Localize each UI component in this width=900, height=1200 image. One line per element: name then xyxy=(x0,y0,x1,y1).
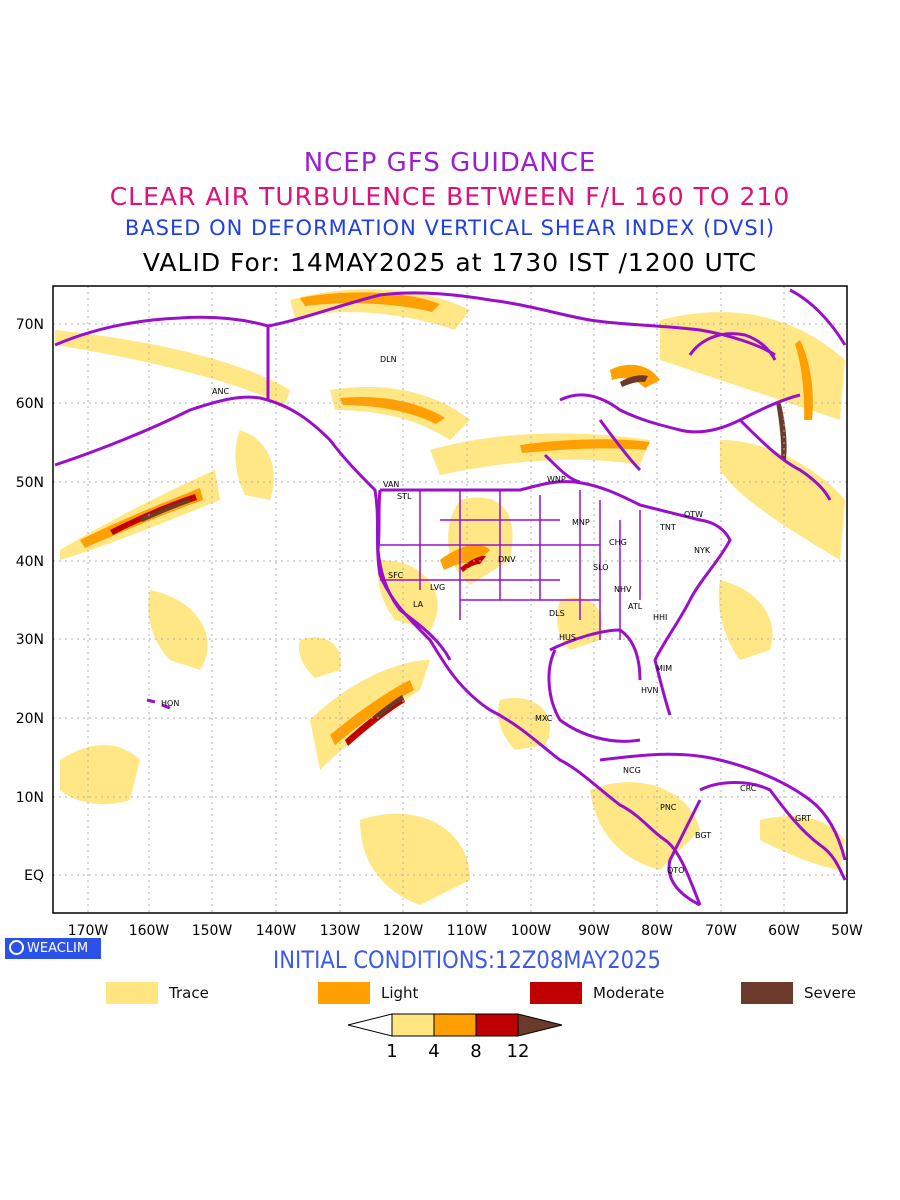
colorbar-high-arrow xyxy=(517,1013,563,1037)
station-labels: DLN ANC VAN STL WNP OTW MNP TNT CHG NYK DNV SFC LVG S… xyxy=(161,355,811,875)
weaclim-logo: WEACLIM xyxy=(5,938,101,959)
state-borders xyxy=(380,490,641,640)
lon-tick-label: 160W xyxy=(129,923,170,939)
legend-label: Trace xyxy=(169,984,209,1002)
station-label-hhi: HHI xyxy=(653,613,667,622)
map-frame xyxy=(52,285,848,914)
colorbar: 1 4 8 12 xyxy=(347,1013,563,1062)
lon-tick-label: 50W xyxy=(831,923,863,939)
station-label-wnp: WNP xyxy=(547,475,566,484)
station-label-hon: HON xyxy=(161,699,179,708)
station-label-la: LA xyxy=(413,600,424,609)
lat-tick-label: 20N xyxy=(16,711,44,727)
station-label-dln: DLN xyxy=(380,355,397,364)
station-label-lvg: LVG xyxy=(430,583,445,592)
legend-swatch xyxy=(741,982,793,1004)
legend-swatch xyxy=(106,982,158,1004)
station-label-van: VAN xyxy=(383,480,399,489)
lon-tick-label: 70W xyxy=(705,923,737,939)
colorbar-moderate-bin xyxy=(475,1013,519,1037)
lat-tick-label: 60N xyxy=(16,396,44,412)
lat-tick-label: 70N xyxy=(16,317,44,333)
title-line-3: BASED ON DEFORMATION VERTICAL SHEAR INDE… xyxy=(124,216,776,240)
station-label-hus: HUS xyxy=(559,633,576,642)
colorbar-trace-bin xyxy=(391,1013,435,1037)
lon-tick-label: 120W xyxy=(383,923,424,939)
legend-label: Severe xyxy=(804,984,856,1002)
station-label-dnv: DNV xyxy=(498,555,516,564)
station-label-ncg: NCG xyxy=(623,766,641,775)
station-label-hvn: HVN xyxy=(641,686,658,695)
station-label-anc: ANC xyxy=(212,387,229,396)
legend-label: Moderate xyxy=(593,984,665,1002)
lat-tick-label: 50N xyxy=(16,475,44,491)
station-label-grt: GRT xyxy=(795,814,811,823)
lon-tick-label: 170W xyxy=(68,923,109,939)
station-label-slo: SLO xyxy=(593,563,609,572)
station-label-qto: QTO xyxy=(667,866,684,875)
colorbar-low-arrow xyxy=(347,1013,393,1037)
colorbar-tick-label: 8 xyxy=(470,1041,481,1062)
colorbar-tick-label: 4 xyxy=(428,1041,439,1062)
legend-label: Light xyxy=(381,984,419,1002)
coastlines xyxy=(54,288,847,907)
station-label-nhv: NHV xyxy=(614,585,632,594)
station-label-otw: OTW xyxy=(684,510,703,519)
station-label-dls: DLS xyxy=(549,609,565,618)
colorbar-tick-label: 1 xyxy=(386,1041,397,1062)
legend-swatch xyxy=(318,982,370,1004)
station-label-mnp: MNP xyxy=(572,518,590,527)
turbulence-map: 170W 160W 150W 140W 130W 120W 110W 100W 90W 80W 70… xyxy=(16,285,863,939)
longitude-axis: 170W 160W 150W 140W 130W 120W 110W 100W 90W 80W 70… xyxy=(68,923,863,939)
station-label-bgt: BGT xyxy=(695,831,711,840)
lon-tick-label: 90W xyxy=(578,923,610,939)
lon-tick-label: 60W xyxy=(768,923,800,939)
lat-tick-label: 10N xyxy=(16,790,44,806)
lat-tick-label: 30N xyxy=(16,632,44,648)
lat-tick-label: 40N xyxy=(16,554,44,570)
station-label-stl: STL xyxy=(397,492,412,501)
lat-tick-label: EQ xyxy=(24,868,44,884)
lon-tick-label: 140W xyxy=(256,923,297,939)
station-label-atl: ATL xyxy=(628,602,643,611)
lon-tick-label: 100W xyxy=(511,923,552,939)
lon-tick-label: 130W xyxy=(320,923,361,939)
station-label-crc: CRC xyxy=(740,784,757,793)
station-label-pnc: PNC xyxy=(660,803,677,812)
title-line-1: NCEP GFS GUIDANCE xyxy=(303,148,597,178)
station-label-mxc: MXC xyxy=(535,714,553,723)
station-label-chg: CHG xyxy=(609,538,627,547)
colorbar-light-bin xyxy=(433,1013,477,1037)
latitude-axis: 70N 60N 50N 40N 30N 20N 10N EQ xyxy=(16,317,44,884)
lon-tick-label: 80W xyxy=(641,923,673,939)
initial-conditions: INITIAL CONDITIONS:12Z08MAY2025 xyxy=(273,946,661,974)
brand-name: WEACLIM xyxy=(27,941,89,956)
graticule xyxy=(53,286,847,913)
station-label-sfc: SFC xyxy=(388,571,404,580)
colorbar-tick-label: 12 xyxy=(507,1041,530,1062)
station-label-nyk: NYK xyxy=(694,546,711,555)
lon-tick-label: 150W xyxy=(192,923,233,939)
legend-swatch xyxy=(530,982,582,1004)
lon-tick-label: 110W xyxy=(447,923,488,939)
station-label-tnt: TNT xyxy=(659,523,676,532)
station-label-mim: MIM xyxy=(656,664,672,673)
title-line-2: CLEAR AIR TURBULENCE BETWEEN F/L 160 TO … xyxy=(109,182,791,211)
title-valid-time: VALID For: 14MAY2025 at 1730 IST /1200 U… xyxy=(142,248,758,277)
